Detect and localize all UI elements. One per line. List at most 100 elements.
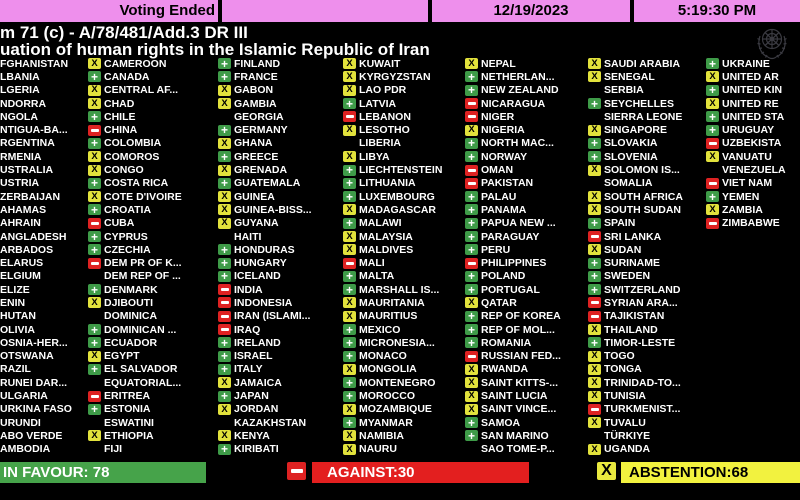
country-name: IRAN (ISLAMI...: [234, 310, 311, 323]
country-name: PAPUA NEW ...: [481, 217, 556, 230]
country-name: GHANA: [234, 137, 273, 150]
country-row: SYRIAN ARA...: [588, 296, 683, 309]
vote-icon-abstain: X: [343, 244, 356, 256]
vote-icon-abstain: X: [218, 137, 231, 149]
country-name: MALTA: [359, 270, 395, 283]
country-row: + CYPRUS: [88, 230, 182, 243]
vote-icon-abstain: X: [343, 231, 356, 242]
vote-icon-favour: +: [588, 217, 601, 229]
country-row: + PANAMA: [465, 203, 561, 216]
country-row: X RWANDA: [465, 363, 561, 376]
country-row: NDORRA: [0, 97, 72, 110]
country-column: X SAUDI ARABIA X SENEGAL SERBIA + SEYCHELLES SI…: [588, 57, 683, 456]
vote-icon-favour: +: [465, 417, 478, 429]
country-row: X SOLOMON IS...: [588, 163, 683, 176]
country-name: OMAN: [481, 164, 514, 177]
country-row: X ETHIOPIA: [88, 429, 182, 442]
vote-icon-favour: +: [465, 270, 478, 282]
country-name: INDONESIA: [234, 296, 293, 309]
country-name: ESTONIA: [104, 403, 151, 416]
country-name: SPAIN: [604, 217, 636, 230]
vote-icon-abstain: X: [343, 430, 356, 442]
vote-icon-abstain: X: [465, 124, 478, 136]
country-name: JAPAN: [234, 390, 269, 403]
country-name: PAKISTAN: [481, 177, 534, 190]
status-bar-blank-segment: [222, 0, 428, 22]
country-row: OMAN: [465, 163, 561, 176]
vote-icon-favour: +: [588, 137, 601, 149]
country-row: OTSWANA: [0, 350, 72, 363]
country-row: + LITHUANIA: [343, 177, 442, 190]
country-row: SAO TOME-P...: [465, 443, 561, 456]
country-name: LBANIA: [0, 70, 40, 83]
vote-icon-abstain: X: [343, 297, 356, 309]
country-name: RWANDA: [481, 363, 529, 376]
country-row: X NAURU: [343, 443, 442, 456]
country-name: ZAMBIA: [722, 203, 763, 216]
country-name: THAILAND: [604, 323, 658, 336]
country-row: ZIMBABWE: [706, 217, 786, 230]
country-row: X KENYA: [218, 429, 312, 442]
vote-date: 12/19/2023: [493, 2, 569, 19]
country-row: RAZIL: [0, 363, 72, 376]
vote-icon-favour: +: [218, 177, 231, 189]
country-row: PHILIPPINES: [465, 256, 561, 269]
country-name: GUINEA: [234, 190, 275, 203]
vote-icon-against: [706, 177, 719, 189]
vote-icon-favour: +: [88, 244, 101, 256]
country-name: UNITED AR: [722, 70, 779, 83]
country-name: SAUDI ARABIA: [604, 57, 681, 70]
country-row: X CHAD: [88, 97, 182, 110]
country-row: HAITI: [218, 230, 312, 243]
vote-icon-abstain: X: [218, 191, 231, 203]
vote-icon-abstain: X: [465, 58, 478, 70]
country-name: ABO VERDE: [0, 429, 63, 442]
country-row: + SAN MARINO: [465, 429, 561, 442]
country-name: EL SALVADOR: [104, 363, 178, 376]
country-name: REP OF KOREA: [481, 310, 561, 323]
country-name: CYPRUS: [104, 230, 148, 243]
vote-icon-against: [218, 297, 231, 309]
vote-icon-favour: +: [343, 390, 356, 402]
vote-icon-against: [465, 257, 478, 269]
country-name: KIRIBATI: [234, 443, 279, 456]
country-row: X CAMEROON: [88, 57, 182, 70]
country-row: X KUWAIT: [343, 57, 442, 70]
vote-icon-abstain: X: [343, 124, 356, 136]
vote-icon-favour: +: [465, 231, 478, 243]
country-name: CHINA: [104, 124, 138, 137]
vote-icon-against: [588, 297, 601, 309]
country-row: X SOUTH SUDAN: [588, 203, 683, 216]
country-name: SLOVENIA: [604, 150, 658, 163]
voting-status: Voting Ended: [119, 2, 215, 19]
vote-icon-favour: +: [88, 231, 101, 243]
vote-icon-abstain: X: [465, 403, 478, 415]
country-column: FGHANISTAN LBANIA LGERIA NDORRA NGOLA NTIGUA-…: [0, 57, 72, 456]
country-name: ESWATINI: [104, 416, 154, 429]
country-name: SUDAN: [604, 243, 642, 256]
country-name: OSNIA-HER...: [0, 336, 68, 349]
country-row: + MYANMAR: [343, 416, 442, 429]
country-row: X NIGERIA: [465, 123, 561, 136]
country-row: X UNITED AR: [706, 70, 786, 83]
country-name: NEPAL: [481, 57, 516, 70]
country-name: EQUATORIAL...: [104, 376, 182, 389]
country-row: X SAINT KITTS-...: [465, 376, 561, 389]
country-name: NIGERIA: [481, 124, 525, 137]
vote-icon-abstain: X: [588, 324, 601, 336]
vote-icon-favour: +: [88, 324, 101, 336]
vote-icon-abstain: X: [218, 430, 231, 442]
vote-icon-favour: +: [588, 284, 601, 296]
vote-icon-abstain: X: [343, 403, 356, 415]
vote-icon-against: [343, 111, 356, 123]
country-row: + DENMARK: [88, 283, 182, 296]
country-row: CHINA: [88, 123, 182, 136]
country-row: + ITALY: [218, 363, 312, 376]
country-row: VENEZUELA: [706, 163, 786, 176]
country-name: ICELAND: [234, 270, 281, 283]
country-row: + SAMOA: [465, 416, 561, 429]
country-name: CENTRAL AF...: [104, 84, 179, 97]
red-minus-icon: [287, 462, 306, 480]
country-name: SWITZERLAND: [604, 283, 681, 296]
country-name: LIBERIA: [359, 137, 401, 150]
